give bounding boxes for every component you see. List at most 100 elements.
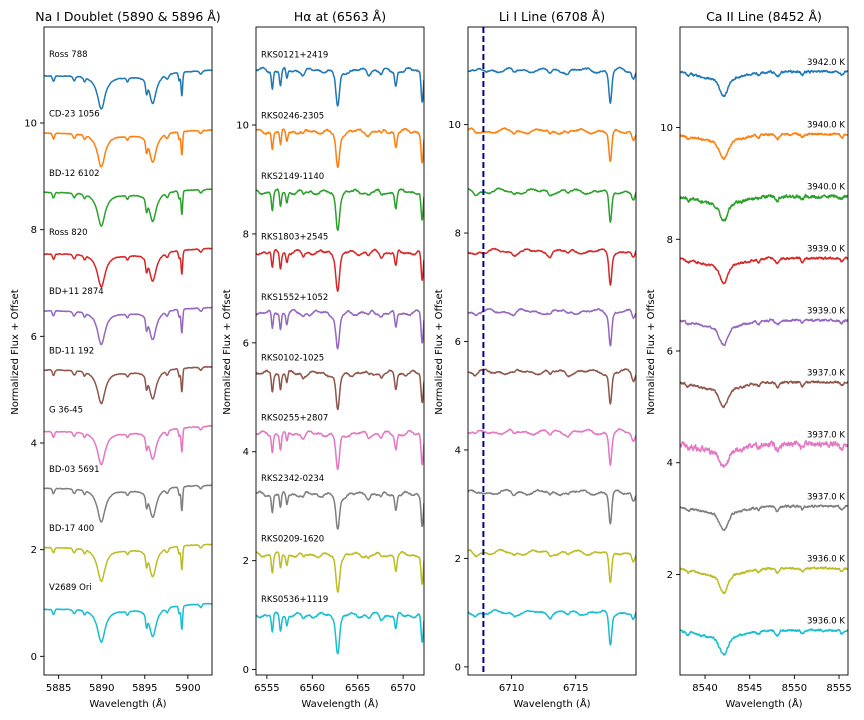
spectrum-line	[256, 308, 424, 350]
spectrum-line	[680, 566, 848, 595]
star-label: RKS0246-2305	[261, 111, 324, 121]
panel-title: Na I Doublet (5890 & 5896 Å)	[35, 9, 220, 24]
plot-area	[468, 27, 636, 675]
y-tick-label: 8	[243, 229, 249, 240]
spectrum-line	[468, 127, 636, 163]
y-tick-label: 0	[455, 662, 461, 673]
temperature-label: 3940.0 K	[807, 183, 845, 193]
spectrum-line	[44, 188, 212, 227]
x-tick-label: 6565	[345, 683, 370, 694]
y-tick-label: 6	[31, 332, 37, 343]
spectrum-line	[256, 188, 424, 231]
spectrum-line	[468, 307, 636, 347]
spectrum-line	[44, 602, 212, 643]
y-axis-label: Normalized Flux + Offset	[222, 289, 233, 415]
x-tick-label: 6715	[563, 683, 588, 694]
spectrum-line	[468, 548, 636, 584]
y-tick-label: 6	[455, 337, 461, 348]
star-label: RKS0209-1620	[261, 535, 324, 545]
spectrum-line	[256, 369, 424, 411]
panel-title: Hα at (6563 Å)	[294, 9, 386, 24]
x-tick-label: 5895	[132, 683, 157, 694]
spectrum-line	[44, 69, 212, 110]
x-axis-label: Wavelength (Å)	[513, 697, 590, 710]
star-label: RKS0102-1025	[261, 353, 324, 363]
spectrum-line	[468, 247, 636, 286]
star-label: RKS1552+1052	[261, 293, 328, 303]
y-axis-label: Normalized Flux + Offset	[10, 289, 21, 415]
spectrum-line	[44, 365, 212, 405]
star-label: BD+11 2874	[49, 287, 104, 297]
x-tick-label: 8540	[692, 683, 717, 694]
spectrum-line	[44, 247, 212, 288]
panel-na-doublet: Na I Doublet (5890 & 5896 Å) Wavelength …	[10, 9, 221, 710]
spectrum-line	[680, 256, 848, 285]
spectrum-line	[680, 132, 848, 161]
spectrum-line	[44, 129, 212, 168]
y-tick-label: 10	[448, 120, 461, 131]
y-tick-label: 8	[455, 229, 461, 240]
spectrum-line	[256, 611, 424, 655]
temperature-label: 3942.0 K	[807, 58, 845, 68]
spectrum-line	[256, 429, 424, 471]
x-axis-label: Wavelength (Å)	[89, 697, 166, 710]
star-label: G 36-45	[49, 406, 83, 416]
x-tick-label: 6710	[499, 683, 524, 694]
spectrum-line	[468, 187, 636, 223]
spectrum-line	[680, 504, 848, 532]
spectrum-line	[680, 628, 848, 656]
spectrum-line	[44, 424, 212, 466]
spectrum-line	[256, 550, 424, 593]
star-label: RKS2149-1140	[261, 172, 324, 182]
spectrum-line	[44, 306, 212, 346]
panel-title: Li I Line (6708 Å)	[499, 9, 605, 24]
spectrum-line	[680, 69, 848, 98]
y-axis-label: Normalized Flux + Offset	[646, 289, 657, 415]
x-tick-label: 5890	[89, 683, 114, 694]
x-tick-label: 5885	[46, 683, 71, 694]
spectrum-line	[256, 66, 424, 107]
star-label: RKS0255+2807	[261, 414, 328, 424]
y-tick-label: 4	[667, 458, 673, 469]
x-tick-label: 6560	[300, 683, 325, 694]
panel-h-alpha: Hα at (6563 Å) Wavelength (Å) Normalized…	[222, 9, 425, 710]
x-tick-label: 8555	[826, 683, 851, 694]
star-label: Ross 788	[49, 50, 88, 60]
star-label: RKS0121+2419	[261, 50, 328, 60]
spectrum-line	[44, 484, 212, 523]
star-label: BD-11 192	[49, 346, 94, 356]
x-tick-label: 6570	[390, 683, 415, 694]
axes-frame	[467, 26, 637, 676]
temperature-label: 3939.0 K	[807, 245, 845, 255]
y-tick-label: 6	[667, 347, 673, 358]
x-axis-label: Wavelength (Å)	[301, 697, 378, 710]
spectrum-line	[256, 248, 424, 292]
star-label: RKS0536+1119	[261, 595, 328, 605]
y-tick-label: 8	[667, 235, 673, 246]
y-tick-label: 2	[455, 554, 461, 565]
y-tick-label: 4	[455, 445, 461, 456]
y-tick-label: 10	[660, 123, 673, 134]
plot-area	[256, 66, 424, 655]
star-label: Ross 820	[49, 228, 88, 238]
y-tick-label: 10	[236, 121, 249, 132]
spectrum-line	[256, 490, 424, 530]
x-tick-label: 6555	[254, 683, 279, 694]
spectrum-line	[680, 193, 848, 222]
temperature-label: 3936.0 K	[807, 617, 845, 627]
spectrum-line	[680, 318, 848, 347]
spectrum-line	[256, 127, 424, 169]
star-label: BD-03 5691	[49, 465, 100, 475]
star-label: V2689 Ori	[49, 583, 92, 593]
spectrum-line	[680, 380, 848, 409]
panel-title: Ca II Line (8452 Å)	[706, 9, 822, 24]
star-label: BD-12 6102	[49, 169, 100, 179]
temperature-label: 3939.0 K	[807, 307, 845, 317]
star-label: RKS2342-0234	[261, 474, 324, 484]
y-tick-label: 2	[667, 570, 673, 581]
x-tick-label: 8545	[737, 683, 762, 694]
temperature-label: 3937.0 K	[807, 369, 845, 379]
temperature-label: 3940.0 K	[807, 121, 845, 131]
star-label: RKS1803+2545	[261, 232, 328, 242]
spectrum-line	[468, 368, 636, 405]
